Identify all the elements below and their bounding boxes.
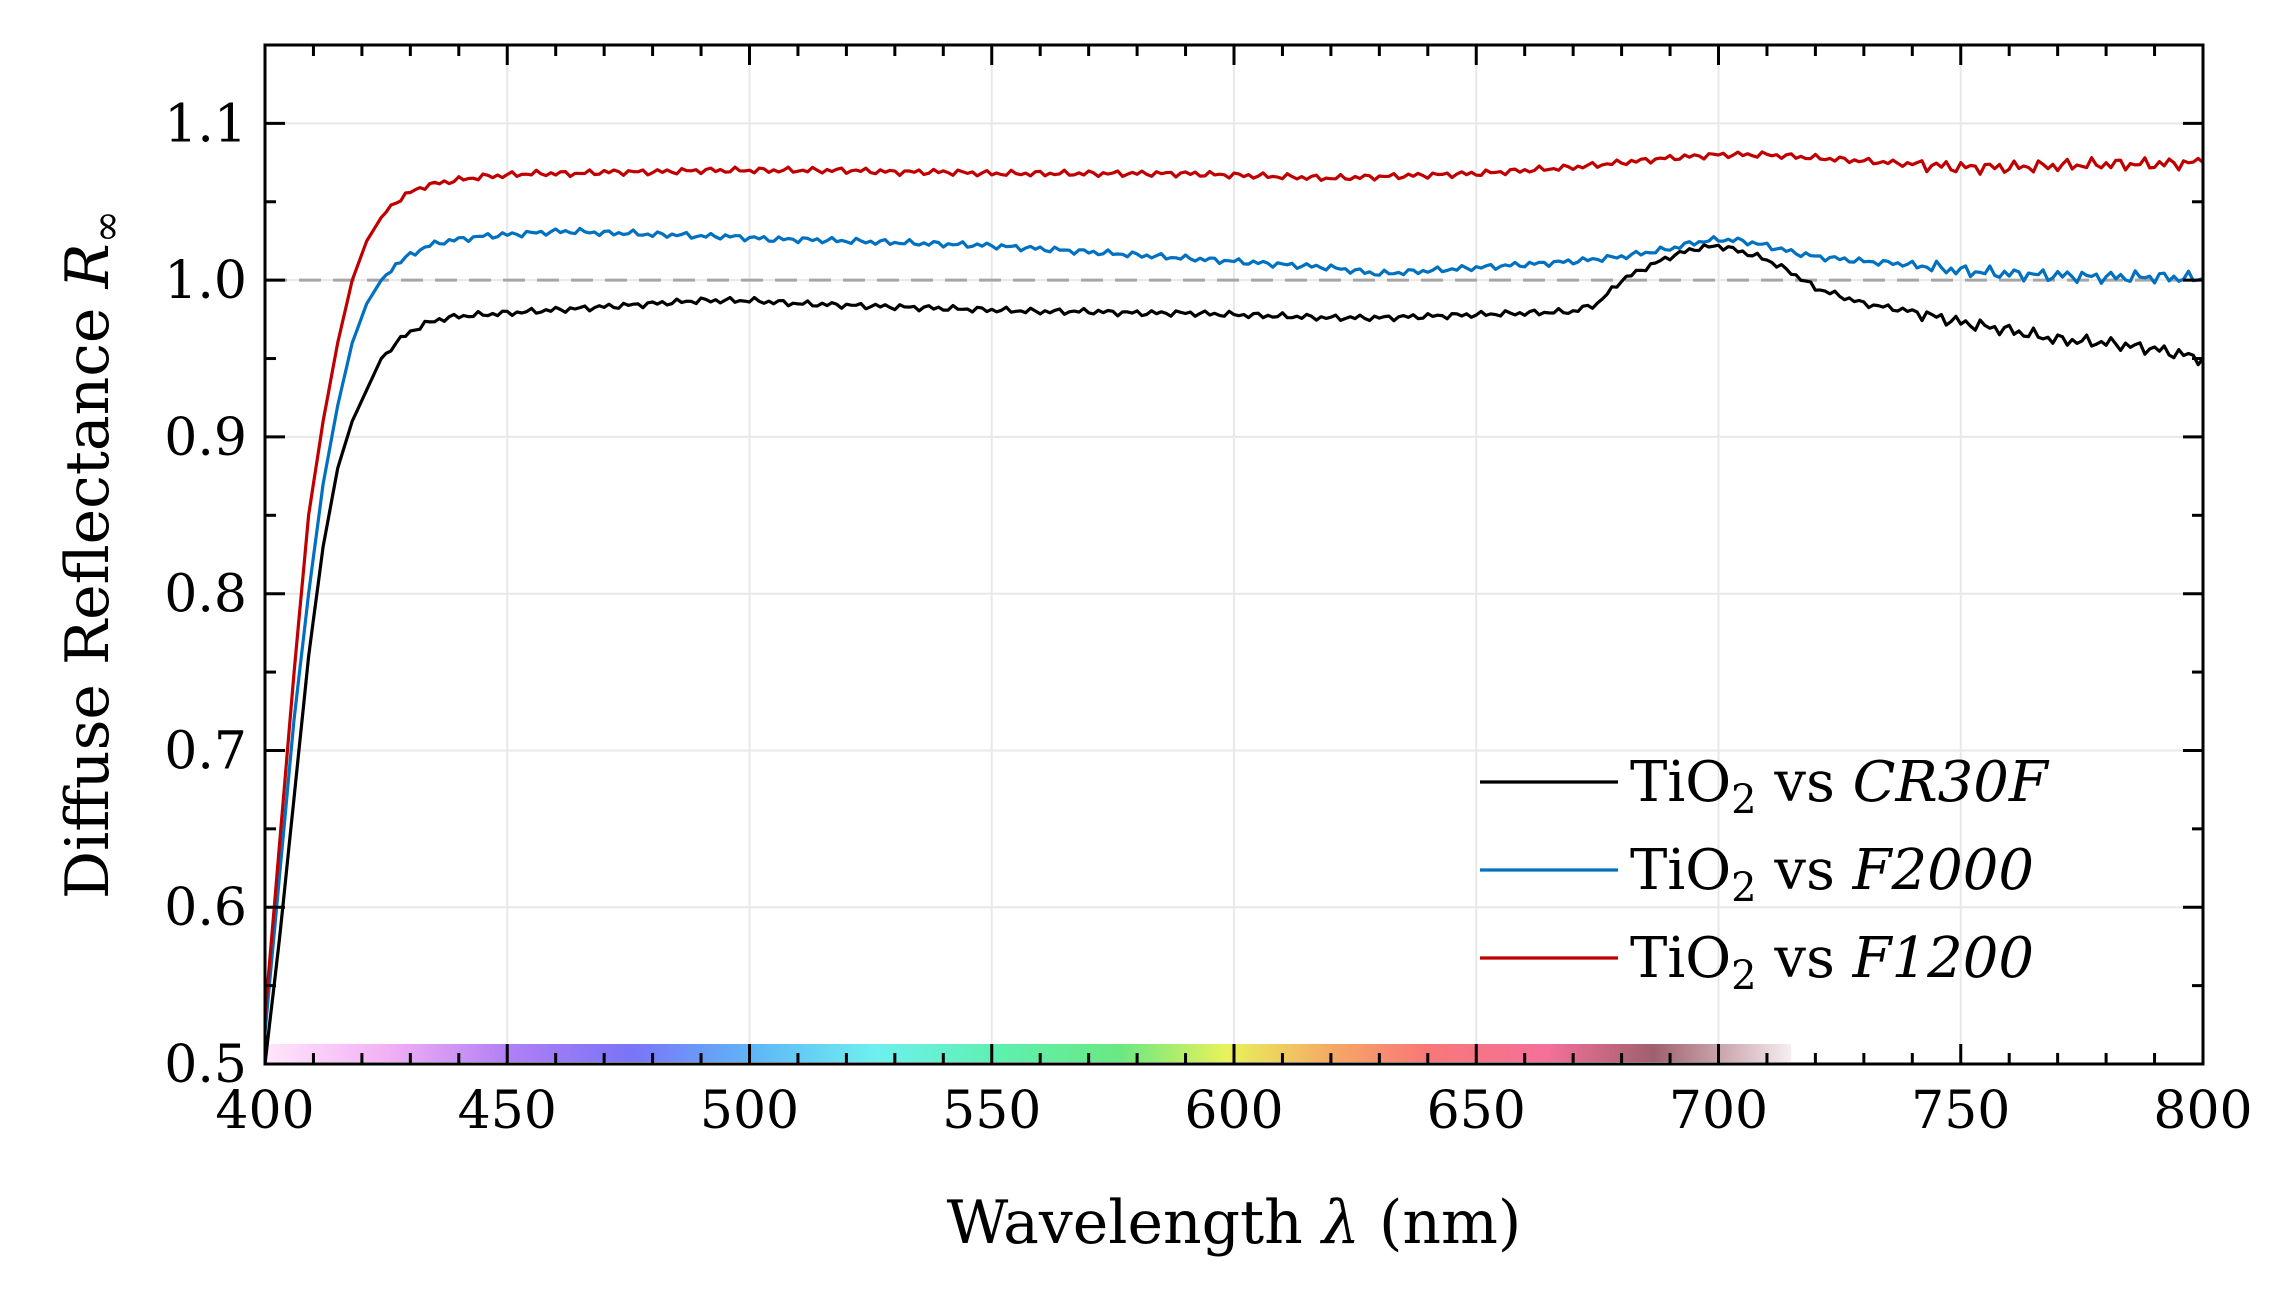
y-tick-label-0.5: 0.5	[164, 1035, 247, 1095]
series-line-0	[265, 243, 2203, 1064]
x-axis-title-prefix: Wavelength	[947, 1188, 1322, 1258]
series-line-2	[265, 150, 2203, 1018]
grid-lines	[264, 45, 2204, 1065]
y-axis-title-prefix: Diffuse Reflectance	[53, 289, 123, 899]
x-axis-title-symbol: λ	[1320, 1188, 1360, 1258]
x-tick-labels: 400 450 500 550 600 650 700 750 800	[215, 1081, 2252, 1141]
x-axis-title-suffix: (nm)	[1360, 1188, 1521, 1258]
legend-label-f1200: TiO2 vs F1200	[1630, 926, 2034, 999]
x-tick-label-450: 450	[458, 1081, 557, 1141]
x-tick-label-700: 700	[1669, 1081, 1768, 1141]
y-tick-label-0.9: 0.9	[164, 408, 247, 468]
legend: TiO2 vs CR30F TiO2 vs F2000 TiO2 vs F120…	[1480, 750, 2050, 999]
series-layer	[265, 150, 2203, 1064]
y-tick-labels: 0.5 0.6 0.7 0.8 0.9 1.0 1.1	[164, 94, 247, 1095]
y-tick-label-0.7: 0.7	[164, 721, 247, 781]
x-tick-label-750: 750	[1911, 1081, 2010, 1141]
y-axis-title: Diffuse Reflectance R∞	[53, 210, 130, 899]
x-tick-label-650: 650	[1427, 1081, 1526, 1141]
x-tick-label-400: 400	[215, 1081, 314, 1141]
y-axis-title-symbol: R	[53, 243, 123, 289]
visible-spectrum-bar	[265, 1044, 1792, 1062]
y-tick-label-0.6: 0.6	[164, 878, 247, 938]
x-tick-label-800: 800	[2153, 1081, 2252, 1141]
x-tick-label-500: 500	[700, 1081, 799, 1141]
legend-label-cr30f: TiO2 vs CR30F	[1630, 750, 2050, 823]
y-tick-label-1.1: 1.1	[164, 94, 247, 154]
legend-label-f2000: TiO2 vs F2000	[1630, 838, 2034, 911]
series-line-1	[265, 226, 2203, 1033]
x-tick-label-600: 600	[1184, 1081, 1283, 1141]
x-tick-label-550: 550	[942, 1081, 1041, 1141]
x-axis-title: Wavelength λ (nm)	[947, 1188, 1522, 1258]
y-tick-label-1.0: 1.0	[164, 251, 247, 311]
y-axis-title-subscript: ∞	[84, 210, 130, 243]
axis-ticks	[263, 43, 2205, 1066]
y-tick-label-0.8: 0.8	[164, 565, 247, 625]
